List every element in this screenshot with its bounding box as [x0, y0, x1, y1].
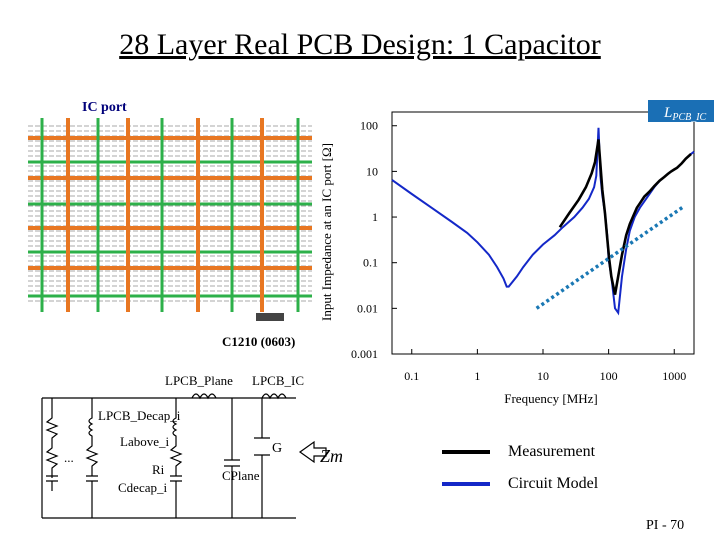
circuit-labels: LPCB_Plane LPCB_IC LPCB_Decap_i Labove_i… — [64, 373, 343, 495]
lpcb-ic-annotation-box — [648, 100, 714, 122]
lpcb-ic-annotation-text: LPCB_IC — [663, 105, 707, 123]
y-tick-label: 1 — [372, 210, 378, 224]
legend-label-measurement: Measurement — [508, 443, 596, 460]
x-tick-label: 10 — [537, 369, 549, 383]
y-tick-label: 0.001 — [351, 347, 378, 361]
capacitor-cplane — [224, 398, 240, 518]
x-tick-label: 1000 — [662, 369, 686, 383]
y-tick-label: 0.1 — [363, 256, 378, 270]
x-axis-label: Frequency [MHz] — [504, 391, 598, 406]
y-tick-label: 0.01 — [357, 301, 378, 315]
pcb-layout-illustration — [28, 118, 312, 321]
plot-frame — [391, 111, 695, 355]
series-line-measurement — [558, 139, 692, 295]
slide-title: 28 Layer Real PCB Design: 1 Capacitor — [119, 28, 601, 61]
label-ri: Ri — [152, 462, 165, 477]
y-tick-label: 100 — [360, 119, 378, 133]
ic-port-branch — [254, 398, 270, 518]
page-number: PI - 70 — [646, 518, 685, 533]
label-lpcb-ic: LPCB_IC — [252, 373, 304, 388]
x-tick-label: 1 — [474, 369, 480, 383]
label-lpcb-plane: LPCB_Plane — [165, 373, 233, 388]
port-arrow-icon — [298, 440, 327, 464]
label-lpcb-decap: LPCB_Decap_i — [98, 408, 181, 423]
chart-series — [391, 127, 695, 316]
label-cdecap: Cdecap_i — [118, 480, 167, 495]
label-labove: Labove_i — [120, 434, 169, 449]
legend-label-circuit-model: Circuit Model — [508, 475, 599, 492]
circuit-schematic — [41, 393, 327, 519]
axis-ticks: 0.1 1 10 100 1000 100 10 1 0.1 0.01 0.001 — [351, 119, 686, 383]
capacitor-label: C1210 (0603) — [222, 334, 296, 349]
x-tick-label: 100 — [600, 369, 618, 383]
x-tick-label: 0.1 — [404, 369, 419, 383]
inductor-lpcb-plane — [191, 393, 217, 400]
label-zm: Zm — [320, 446, 343, 466]
inductor-lpcb-ic — [261, 393, 287, 400]
label-ellipsis: ... — [64, 450, 74, 465]
y-axis-label: Input Impedance at an IC port [Ω] — [319, 143, 334, 321]
decap-branches — [45, 398, 183, 518]
chart-legend: Measurement Circuit Model — [442, 443, 599, 492]
lpcb-ic-annotation: LPCB_IC — [648, 100, 714, 123]
label-cplane: CPlane — [222, 468, 260, 483]
label-ground-node: G — [272, 441, 282, 456]
ic-port-label: IC port — [82, 100, 127, 115]
y-tick-label: 10 — [366, 164, 378, 178]
capacitor-pad — [256, 313, 284, 321]
